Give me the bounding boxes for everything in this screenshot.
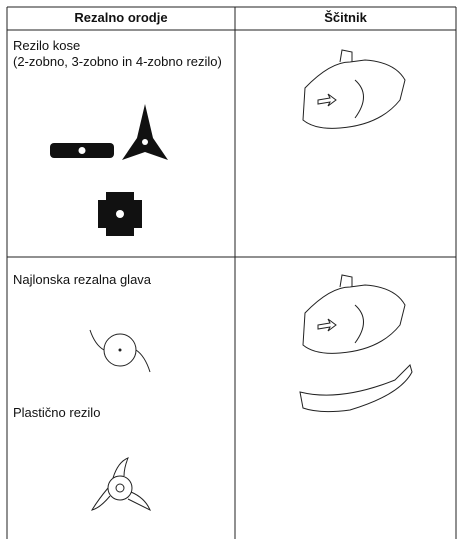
row-title: Najlonska rezalna glava: [13, 272, 152, 287]
header-cell: Rezalno orodje: [74, 10, 168, 25]
row-subtitle: Plastično rezilo: [13, 405, 101, 420]
header-cell: Ščitnik: [324, 10, 367, 25]
row-title: Rezilo kose: [13, 38, 81, 53]
row-subtitle: (2-zobno, 3-zobno in 4-zobno rezilo): [13, 54, 222, 69]
